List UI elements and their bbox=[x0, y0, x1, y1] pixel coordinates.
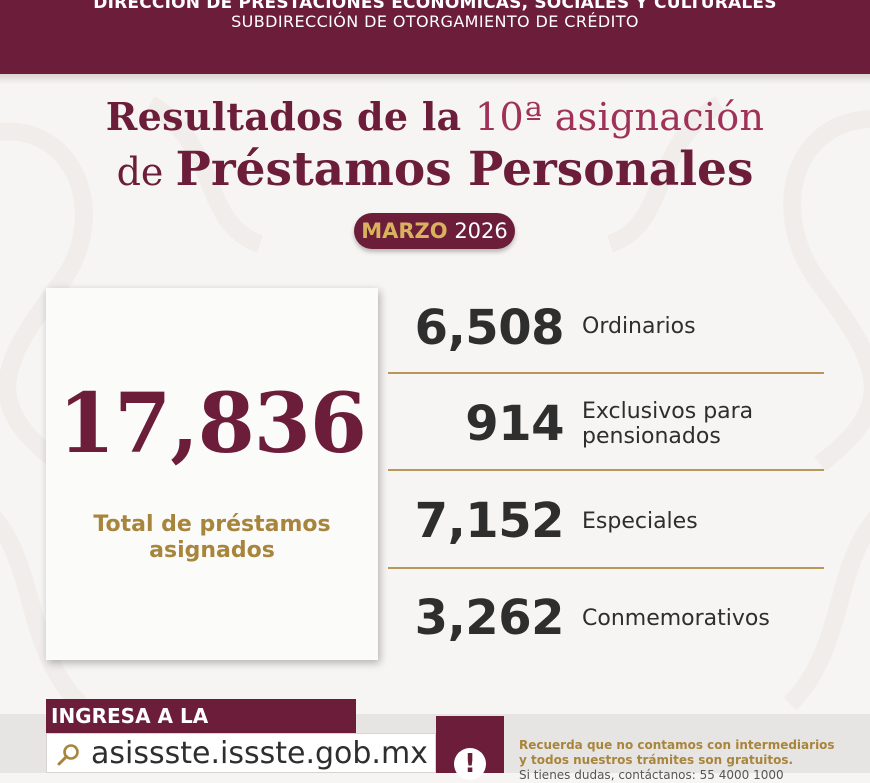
row-divider bbox=[388, 469, 824, 471]
badge-year: 2026 bbox=[454, 219, 508, 243]
row-label: Conmemorativos bbox=[582, 606, 770, 631]
date-badge: MARZO 2026 bbox=[354, 213, 515, 249]
breakdown-row-especiales: 7,152 Especiales bbox=[388, 475, 824, 571]
total-label: Total de préstamos asignados bbox=[46, 512, 378, 564]
notice-line-3: Si tienes dudas, contáctanos: 55 4000 10… bbox=[519, 768, 784, 782]
title-part-1: Resultados de la bbox=[105, 94, 476, 139]
platform-cta-label: INGRESA A LA PLATAFORMA bbox=[46, 699, 356, 762]
header-line-1: DIRECCIÓN DE PRESTACIONES ECONÓMICAS, SO… bbox=[93, 0, 777, 13]
total-label-line-2: asignados bbox=[149, 538, 275, 563]
background-ornament bbox=[0, 96, 870, 711]
total-number: 17,836 bbox=[58, 376, 367, 472]
breakdown-row-ordinarios: 6,508 Ordinarios bbox=[388, 282, 824, 378]
header-banner: DIRECCIÓN DE PRESTACIONES ECONÓMICAS, SO… bbox=[0, 0, 870, 74]
page-title-line-1: Resultados de la 10ª asignación bbox=[0, 94, 870, 139]
total-label-line-1: Total de préstamos bbox=[93, 512, 331, 537]
alert-panel: ! bbox=[436, 716, 504, 780]
row-label: Exclusivos para pensionados bbox=[582, 399, 753, 449]
alert-icon: ! bbox=[454, 748, 486, 780]
breakdown-row-conmemorativos: 3,262 Conmemorativos bbox=[388, 573, 824, 669]
row-label: Ordinarios bbox=[582, 314, 696, 339]
row-label-line-1: Exclusivos para bbox=[582, 399, 754, 424]
platform-url[interactable]: asissste.issste.gob.mx bbox=[91, 736, 428, 771]
title-part-2: Préstamos Personales bbox=[175, 142, 754, 197]
notice-line-2: y todos nuestros trámites son gratuitos. bbox=[519, 753, 794, 767]
title-accent: 10ª asignación bbox=[475, 95, 765, 139]
header-shadow bbox=[0, 74, 870, 84]
row-number: 6,508 bbox=[414, 300, 565, 356]
row-label: Especiales bbox=[582, 509, 698, 534]
header-line-2: SUBDIRECCIÓN DE OTORGAMIENTO DE CRÉDITO bbox=[231, 12, 639, 31]
breakdown-row-pensionados: 914 Exclusivos para pensionados bbox=[388, 378, 824, 474]
notice-text: Recuerda que no contamos con intermediar… bbox=[519, 738, 859, 783]
row-number: 914 bbox=[465, 396, 564, 452]
page-title-line-2: de Préstamos Personales bbox=[0, 142, 870, 197]
row-number: 7,152 bbox=[414, 493, 565, 549]
title-de: de bbox=[116, 150, 176, 194]
search-icon bbox=[57, 744, 79, 766]
row-divider bbox=[388, 372, 824, 374]
row-number: 3,262 bbox=[414, 590, 565, 646]
row-divider bbox=[388, 567, 824, 569]
total-card: 17,836 Total de préstamos asignados bbox=[46, 288, 378, 660]
platform-url-box[interactable]: asissste.issste.gob.mx bbox=[46, 733, 436, 773]
badge-month: MARZO bbox=[361, 219, 448, 243]
row-label-line-2: pensionados bbox=[582, 424, 721, 449]
notice-line-1: Recuerda que no contamos con intermediar… bbox=[519, 738, 835, 752]
